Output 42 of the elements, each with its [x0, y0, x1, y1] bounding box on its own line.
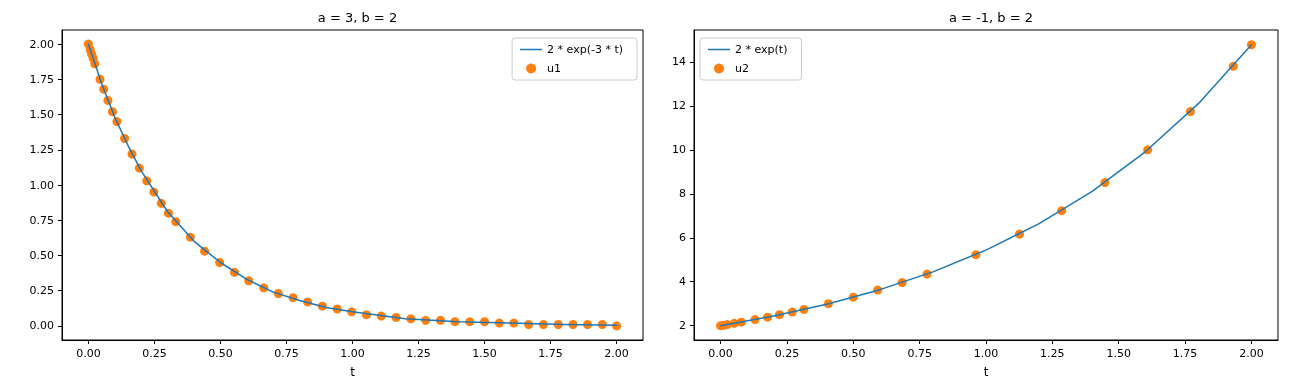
- chart-title: a = 3, b = 2: [317, 10, 398, 25]
- x-tick-label: 1.75: [1172, 347, 1198, 360]
- y-tick-label: 0.00: [29, 319, 54, 333]
- y-tick-label: 8: [679, 187, 686, 201]
- x-tick-label: 1.75: [538, 347, 563, 360]
- x-tick-label: 1.25: [1040, 347, 1065, 360]
- y-tick-label: 14: [672, 55, 686, 69]
- x-tick-label: 0.25: [774, 347, 800, 360]
- x-axis-title: t: [983, 365, 989, 379]
- y-tick-label: 2: [679, 319, 686, 333]
- x-tick-label: 2.00: [1239, 347, 1264, 360]
- x-tick-label: 2.00: [604, 347, 629, 360]
- y-tick-label: 0.50: [29, 248, 54, 262]
- legend-label: 2 * exp(t): [735, 43, 788, 56]
- x-tick-label: 1.50: [1106, 347, 1131, 360]
- legend-label: 2 * exp(-3 * t): [547, 43, 624, 56]
- y-tick-label: 10: [672, 143, 686, 157]
- y-tick-label: 2.00: [29, 37, 54, 51]
- legend-label: u2: [735, 62, 749, 75]
- x-tick-label: 0.50: [841, 347, 866, 360]
- x-tick-label: 1.00: [340, 347, 365, 360]
- y-tick-label: 1.00: [29, 178, 54, 192]
- y-tick-label: 1.50: [29, 108, 54, 122]
- y-tick-label: 1.75: [29, 72, 54, 86]
- y-tick-label: 0.25: [29, 284, 54, 298]
- y-tick-label: 4: [679, 275, 686, 289]
- y-tick-label: 0.75: [29, 213, 54, 227]
- y-tick-label: 6: [679, 231, 686, 245]
- x-tick-label: 0.75: [274, 347, 299, 360]
- chart-title: a = -1, b = 2: [948, 10, 1034, 25]
- x-tick-label: 0.50: [208, 347, 233, 360]
- x-tick-label: 0.00: [76, 347, 101, 360]
- x-tick-label: 0.25: [142, 347, 167, 360]
- y-tick-label: 1.25: [29, 143, 54, 157]
- x-tick-label: 0.00: [708, 347, 733, 360]
- y-tick-label: 12: [672, 99, 686, 113]
- x-tick-label: 0.75: [907, 347, 932, 360]
- x-tick-label: 1.25: [406, 347, 431, 360]
- x-tick-label: 1.50: [472, 347, 497, 360]
- x-tick-label: 1.00: [973, 347, 999, 360]
- legend-label: u1: [547, 62, 562, 75]
- x-axis-title: t: [350, 365, 356, 379]
